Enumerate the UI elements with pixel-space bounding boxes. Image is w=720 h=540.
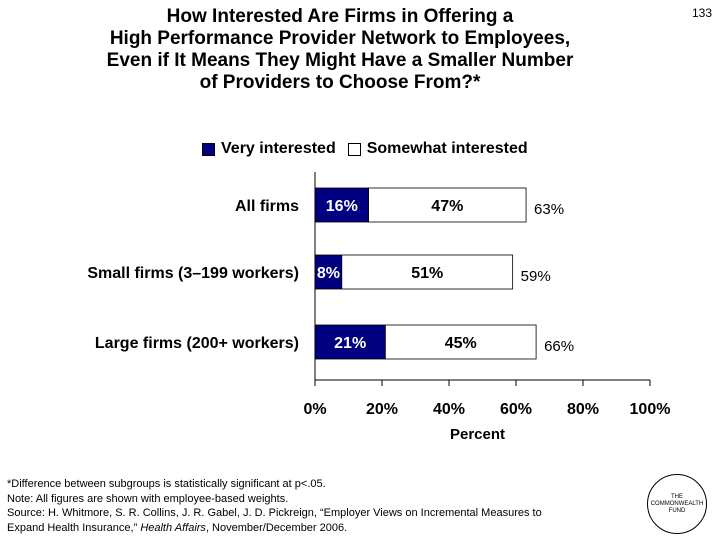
bar-very-1 bbox=[314, 254, 343, 290]
x-tick-label-0: 0% bbox=[303, 401, 326, 418]
logo-line-3: FUND bbox=[668, 507, 686, 514]
value-label-very-1: 8% bbox=[317, 265, 340, 282]
x-tick-label-3: 60% bbox=[500, 401, 532, 418]
source-cont-text: Expand Health Insurance,” bbox=[7, 521, 141, 534]
value-label-somewhat-0: 47% bbox=[431, 198, 463, 215]
page-number: 133 bbox=[691, 6, 712, 20]
total-label-0: 63% bbox=[534, 201, 564, 218]
title-line-4: of Providers to Choose From?* bbox=[199, 72, 481, 93]
bar-very-0 bbox=[314, 187, 369, 223]
logo-line-2: COMMONWEALTH bbox=[650, 500, 704, 507]
value-label-somewhat-2: 45% bbox=[445, 335, 477, 352]
source-journal: Health Affairs bbox=[140, 521, 206, 534]
title-line-2: High Performance Provider Network to Emp… bbox=[109, 28, 571, 49]
category-label-0: All firms bbox=[235, 198, 299, 215]
value-label-very-2: 21% bbox=[334, 335, 366, 352]
commonwealth-fund-logo: THE COMMONWEALTH FUND bbox=[647, 474, 707, 534]
legend-item-very: Very interested bbox=[202, 140, 336, 158]
footnote-source-cont: Expand Health Insurance,” Health Affairs… bbox=[7, 521, 607, 536]
total-label-1: 59% bbox=[521, 268, 551, 285]
bar-somewhat-0 bbox=[368, 187, 527, 223]
x-tick-label-2: 40% bbox=[433, 401, 465, 418]
legend-label-somewhat: Somewhat interested bbox=[366, 140, 528, 157]
title-line-1: How Interested Are Firms in Offering a bbox=[166, 6, 514, 27]
footnote-note: Note: All figures are shown with employe… bbox=[7, 492, 289, 505]
category-label-2: Large firms (200+ workers) bbox=[95, 335, 299, 352]
legend-item-somewhat: Somewhat interested bbox=[347, 140, 528, 158]
x-tick-label-5: 100% bbox=[630, 401, 671, 418]
footnote-significance: *Difference between subgroups is statist… bbox=[7, 478, 326, 490]
bar-somewhat-2 bbox=[384, 324, 537, 360]
total-label-2: 66% bbox=[544, 338, 574, 355]
legend-swatch-somewhat bbox=[347, 142, 361, 156]
x-tick-label-4: 80% bbox=[567, 401, 599, 418]
title-line-3: Even if It Means They Might Have a Small… bbox=[106, 50, 574, 71]
footnote-source: Source: H. Whitmore, S. R. Collins, J. R… bbox=[7, 507, 542, 519]
bar-very-2 bbox=[314, 324, 386, 360]
x-tick-label-1: 20% bbox=[366, 401, 398, 418]
source-date: , November/December 2006. bbox=[205, 521, 348, 534]
chart-legend: Very interested Somewhat interested bbox=[202, 140, 540, 158]
chart-title: How Interested Are Firms in Offering a H… bbox=[30, 6, 650, 94]
bar-somewhat-1 bbox=[341, 254, 514, 290]
footnotes: *Difference between subgroups is statist… bbox=[7, 477, 607, 535]
legend-swatch-very bbox=[202, 142, 215, 156]
legend-label-very: Very interested bbox=[221, 140, 336, 157]
logo-line-1: THE bbox=[671, 493, 683, 500]
category-label-1: Small firms (3–199 workers) bbox=[87, 265, 299, 282]
value-label-somewhat-1: 51% bbox=[411, 265, 443, 282]
value-label-very-0: 16% bbox=[326, 198, 358, 215]
x-axis-title: Percent bbox=[450, 426, 505, 443]
